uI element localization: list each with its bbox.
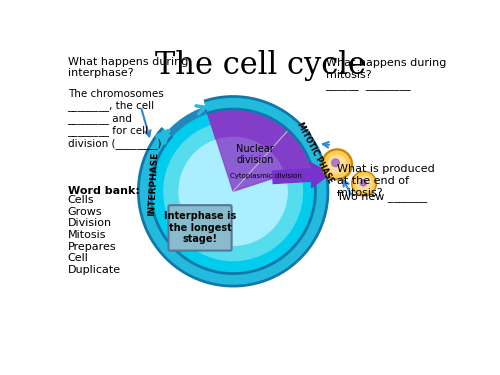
Text: Interphase is
the longest
stage!: Interphase is the longest stage!: [164, 211, 236, 244]
Text: Cells
Grows
Division
Mitosis
Prepares
Cell
Duplicate: Cells Grows Division Mitosis Prepares Ce…: [68, 195, 120, 275]
Text: Word bank:: Word bank:: [68, 186, 140, 196]
Text: INTERPHASE: INTERPHASE: [147, 152, 159, 216]
Text: Nuclear
division: Nuclear division: [236, 144, 274, 165]
Circle shape: [164, 122, 302, 261]
Circle shape: [179, 137, 287, 245]
Circle shape: [179, 137, 287, 245]
Circle shape: [324, 151, 350, 177]
Polygon shape: [208, 111, 310, 191]
Circle shape: [352, 171, 376, 196]
Text: The cell cycle: The cell cycle: [154, 50, 366, 81]
Text: The chromosomes
________, the cell
________ and
________ for cell
division (____: The chromosomes ________, the cell _____…: [68, 89, 164, 149]
Circle shape: [332, 159, 340, 166]
Circle shape: [152, 111, 314, 272]
Text: Two new _______: Two new _______: [337, 191, 428, 202]
Text: What happens during
interphase?: What happens during interphase?: [68, 57, 188, 78]
Circle shape: [328, 155, 346, 174]
Text: ______  ________: ______ ________: [326, 80, 412, 90]
Circle shape: [322, 149, 352, 180]
Text: MITOTIC PHASE: MITOTIC PHASE: [295, 121, 335, 185]
FancyBboxPatch shape: [168, 205, 232, 251]
Circle shape: [356, 176, 372, 191]
Circle shape: [354, 173, 375, 194]
Circle shape: [144, 103, 322, 280]
Circle shape: [360, 180, 366, 186]
Text: Cytoplasmic division: Cytoplasmic division: [230, 173, 302, 179]
Wedge shape: [208, 111, 310, 191]
Wedge shape: [206, 103, 318, 191]
Text: What is produced
at the end of
mitosis?: What is produced at the end of mitosis?: [337, 164, 435, 198]
Text: What happens during
mitosis?: What happens during mitosis?: [326, 58, 446, 80]
